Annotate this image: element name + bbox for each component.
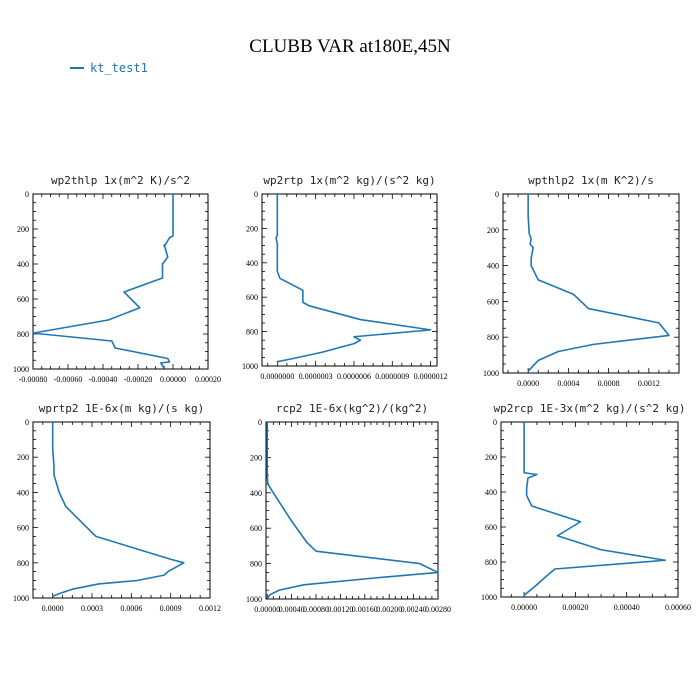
x-tick-label: 0.0009: [160, 604, 182, 613]
y-tick-label: 1000: [13, 594, 29, 603]
x-tick-label: 0.00000: [254, 605, 280, 614]
series-line: [527, 194, 670, 372]
x-tick-label: 0.00240: [401, 605, 427, 614]
x-tick-label: 0.00200: [376, 605, 402, 614]
x-tick-label: 0.0000009: [375, 372, 409, 381]
x-tick-label: 0.00120: [327, 605, 353, 614]
page-title: CLUBB VAR at180E,45N: [249, 36, 451, 57]
x-tick-label: 0.0000006: [337, 372, 371, 381]
y-tick-label: 200: [485, 453, 497, 462]
x-tick-label: 0.0000012: [414, 372, 448, 381]
y-tick-label: 400: [17, 488, 29, 497]
x-tick-label: 0.00000: [160, 375, 186, 384]
y-tick-label: 800: [17, 330, 29, 339]
chart-title: wpthlp2 1x(m K^2)/s: [528, 174, 654, 187]
y-tick-label: 400: [485, 488, 497, 497]
y-tick-label: 800: [17, 559, 29, 568]
x-tick-label: 0.0000000: [260, 372, 294, 381]
series-line: [275, 194, 432, 363]
chart-panel-6: wp2rcp 1E-3x(m^2 kg)/(s^2 kg) 0 200 400 600 8…: [481, 402, 691, 612]
plot-frame: [500, 421, 679, 598]
y-tick-label: 0: [25, 190, 29, 199]
y-tick-label: 0: [493, 418, 497, 427]
y-tick-label: 800: [246, 328, 258, 337]
series-line: [32, 194, 174, 369]
y-tick-label: 400: [487, 262, 499, 271]
x-tick-label: 0.00000: [511, 603, 537, 612]
chart-title: wprtp2 1E-6x(m kg)/(s kg): [39, 402, 205, 415]
y-tick-label: 600: [485, 523, 497, 532]
y-tick-label: 400: [17, 260, 29, 269]
x-tick-label: 0.00160: [352, 605, 378, 614]
plot-frame: [265, 421, 439, 600]
chart-title: wp2thlp 1x(m^2 K)/s^2: [51, 174, 190, 187]
y-tick-label: 800: [485, 558, 497, 567]
chart-title: wp2rcp 1E-3x(m^2 kg)/(s^2 kg): [493, 402, 685, 415]
x-tick-label: 0.00060: [665, 603, 691, 612]
y-tick-label: 800: [487, 333, 499, 342]
x-tick-label: 0.0003: [81, 604, 103, 613]
x-tick-label: -0.00060: [54, 375, 83, 384]
x-tick-label: 0.0000: [517, 379, 539, 388]
y-tick-label: 200: [250, 453, 262, 462]
x-tick-label: 0.0012: [199, 604, 221, 613]
y-tick-label: 600: [246, 293, 258, 302]
x-tick-label: 0.0008: [598, 379, 620, 388]
x-tick-label: 0.0000: [42, 604, 64, 613]
y-tick-label: 0: [254, 190, 258, 199]
y-tick-label: 0: [25, 418, 29, 427]
series-line: [266, 422, 439, 599]
y-tick-label: 0: [495, 190, 499, 199]
y-tick-label: 1000: [481, 593, 497, 602]
plot-frame: [32, 193, 209, 370]
x-tick-label: 0.00080: [303, 605, 329, 614]
series-line: [523, 422, 666, 596]
plot-frame: [261, 193, 438, 367]
legend-line-swatch: [70, 67, 84, 69]
chart-panel-5: rcp2 1E-6x(kg^2)/(kg^2) 0 200 400 600 800 1000…: [246, 402, 451, 614]
x-tick-label: 0.0012: [638, 379, 660, 388]
x-tick-label: 0.00020: [562, 603, 588, 612]
y-tick-label: 200: [17, 453, 29, 462]
y-tick-label: 600: [250, 524, 262, 533]
x-tick-label: -0.00020: [124, 375, 153, 384]
chart-title: rcp2 1E-6x(kg^2)/(kg^2): [276, 402, 428, 415]
y-tick-label: 600: [487, 297, 499, 306]
y-tick-label: 1000: [246, 595, 262, 604]
y-tick-label: 0: [258, 418, 262, 427]
chart-panel-3: wpthlp2 1x(m K^2)/s 0 200 400 600 800 1000 0.00…: [483, 174, 680, 388]
plot-frame: [502, 193, 680, 374]
y-tick-label: 600: [17, 295, 29, 304]
x-tick-label: -0.00040: [89, 375, 118, 384]
series-line: [51, 422, 185, 597]
y-tick-label: 1000: [242, 362, 258, 371]
y-tick-label: 200: [487, 226, 499, 235]
y-tick-label: 400: [250, 489, 262, 498]
y-tick-label: 400: [246, 259, 258, 268]
plot-frame: [32, 421, 211, 599]
chart-panel-2: wp2rtp 1x(m^2 kg)/(s^2 kg) 0 200 400 600 800 1…: [242, 174, 448, 381]
legend-label: kt_test1: [90, 61, 148, 75]
y-tick-label: 600: [17, 524, 29, 533]
x-tick-label: 0.0004: [557, 379, 579, 388]
legend: kt_test1: [70, 61, 148, 75]
chart-title: wp2rtp 1x(m^2 kg)/(s^2 kg): [263, 174, 435, 187]
y-tick-label: 200: [17, 225, 29, 234]
x-tick-label: 0.0000003: [299, 372, 333, 381]
chart-panel-1: wp2thlp 1x(m^2 K)/s^202004006008001000-0…: [13, 174, 221, 384]
x-tick-label: -0.00080: [19, 375, 48, 384]
y-tick-label: 1000: [483, 369, 499, 378]
y-tick-label: 800: [250, 560, 262, 569]
x-tick-label: 0.00020: [195, 375, 221, 384]
x-tick-label: 0.00040: [614, 603, 640, 612]
x-tick-label: 0.00040: [279, 605, 305, 614]
y-tick-label: 200: [246, 224, 258, 233]
y-tick-label: 1000: [13, 365, 29, 374]
x-tick-label: 0.0006: [120, 604, 142, 613]
x-tick-label: 0.00280: [425, 605, 451, 614]
chart-panel-4: wprtp2 1E-6x(m kg)/(s kg) 0 200 400 600 800 10…: [13, 402, 221, 613]
